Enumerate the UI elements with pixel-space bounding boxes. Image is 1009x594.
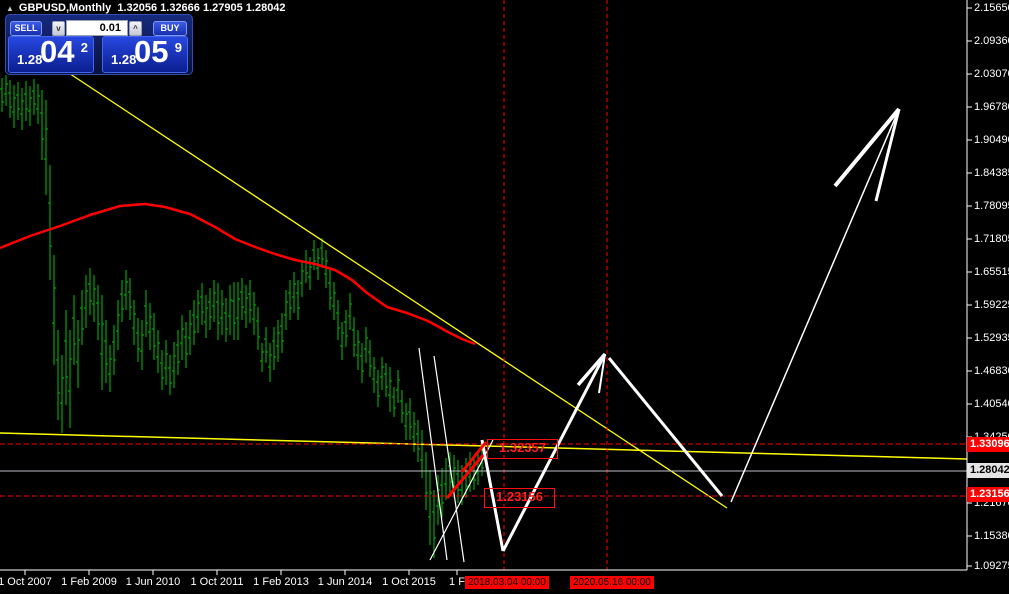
price-level-label[interactable]: 1.23156: [484, 488, 555, 508]
price-axis-label: 1.09275: [974, 560, 1009, 572]
red-channel-segment: [460, 441, 488, 473]
bid-price-big: 04: [40, 34, 75, 69]
white-drawing-line: [429, 439, 494, 561]
time-axis-label: 1 F: [449, 576, 465, 588]
white-drawing-line: [501, 353, 607, 552]
ask-price-big: 05: [134, 34, 169, 69]
ask-price-sup: 9: [174, 40, 182, 55]
price-axis-label: 1.65515: [974, 266, 1009, 278]
time-axis-label: 1 Jun 2010: [125, 576, 181, 588]
price-axis-label: 1.90490: [974, 134, 1009, 146]
price-axis-label: 1.46830: [974, 365, 1009, 377]
symbol-title: GBPUSD,Monthly: [18, 2, 112, 14]
bid-price-button[interactable]: 1.28 04 2: [8, 34, 94, 73]
price-axis-label: 1.96780: [974, 101, 1009, 113]
white-drawing-line: [607, 357, 724, 497]
sell-button[interactable]: SELL: [10, 21, 42, 36]
volume-up-button[interactable]: ^: [129, 21, 142, 36]
volume-down-button[interactable]: v: [52, 21, 65, 36]
price-axis-label: 1.40540: [974, 398, 1009, 410]
one-click-trading-panel: SELL v 0.01 ^ BUY 1.28 04 2 1.28 05 9: [5, 14, 193, 75]
bid-price-small: 1.28: [17, 52, 43, 67]
volume-input[interactable]: 0.01: [66, 20, 128, 36]
chart-title: ▲ GBPUSD,Monthly 1.32056 1.32666 1.27905 …: [6, 2, 286, 14]
price-axis-label: 1.15380: [974, 530, 1009, 542]
time-axis-label: 1 Oct 2011: [190, 576, 244, 588]
time-axis-label: 1 Feb 2013: [253, 576, 309, 588]
ohlc-values: 1.32056 1.32666 1.27905 1.28042: [117, 2, 286, 14]
ask-price-small: 1.28: [111, 52, 137, 67]
price-axis-label: 1.78095: [974, 200, 1009, 212]
time-axis-label: 1 Oct 2007: [0, 576, 52, 588]
price-axis-label: 2.03070: [974, 68, 1009, 80]
price-level-label[interactable]: 1.32357: [487, 439, 558, 459]
white-drawing-line: [598, 353, 606, 394]
price-axis-label: 2.09360: [974, 35, 1009, 47]
white-drawing-line: [433, 355, 465, 563]
white-drawing-line: [730, 108, 900, 503]
price-axis-label: 1.71805: [974, 233, 1009, 245]
price-axis-label: 2.15650: [974, 2, 1009, 14]
bid-price-sup: 2: [80, 40, 88, 55]
vline-date-label: 2020.05.16 00:00: [570, 576, 654, 589]
current-price-box: 1.28042: [967, 463, 1009, 478]
vline-date-label: 2018.03.04 00:00: [465, 576, 549, 589]
collapse-triangle-icon[interactable]: ▲: [6, 4, 14, 13]
yellow-trendline: [39, 53, 728, 509]
time-axis-label: 1 Oct 2015: [382, 576, 436, 588]
price-axis-label: 1.52935: [974, 332, 1009, 344]
white-drawing-line: [576, 352, 607, 387]
red-channel-segment: [445, 454, 485, 499]
white-drawing-line: [833, 107, 901, 188]
buy-button[interactable]: BUY: [153, 21, 187, 36]
white-drawing-line: [418, 347, 448, 561]
price-axis-label: 1.59225: [974, 299, 1009, 311]
time-axis-label: 1 Feb 2009: [61, 576, 117, 588]
moving-average-line: [0, 202, 476, 346]
level-price-box: 1.23156: [967, 487, 1009, 502]
level-price-box: 1.33096: [967, 437, 1009, 452]
time-axis-label: 1 Jun 2014: [317, 576, 373, 588]
ask-price-button[interactable]: 1.28 05 9: [102, 34, 188, 73]
price-axis-label: 1.84385: [974, 167, 1009, 179]
white-drawing-line: [480, 439, 505, 552]
white-drawing-line: [874, 108, 901, 202]
